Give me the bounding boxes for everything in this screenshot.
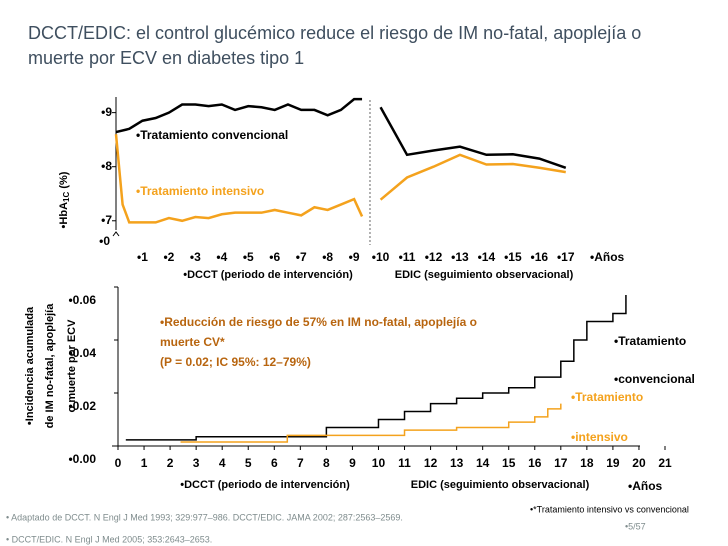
period-label: •DCCT (periodo de intervención) — [183, 269, 353, 281]
x-tick-label: •8 — [322, 250, 333, 264]
series-line — [115, 97, 567, 169]
footnote: • DCCT/EDIC. N Engl J Med 2005; 353:2643… — [6, 534, 212, 544]
x-tick-label: •11 — [399, 250, 416, 264]
x-tick-label: •3 — [190, 250, 201, 264]
y-tick-label: •8 — [101, 159, 112, 173]
x-tick-label: 2 — [167, 456, 174, 470]
annotation: •Reducción de riesgo de 57% en IM no-fat… — [160, 315, 477, 329]
y-label-sub: 1C — [62, 192, 71, 202]
x-tick-label: 7 — [297, 456, 304, 470]
x-tick-label: 18 — [580, 456, 594, 470]
x-tick-label: •15 — [504, 250, 522, 264]
x-tick-label: 8 — [323, 456, 330, 470]
x-tick-label: 0 — [115, 456, 122, 470]
x-tick-label: 5 — [245, 456, 252, 470]
series-line — [125, 294, 627, 441]
y-axis-label: de IM no-fatal, apoplejía — [44, 303, 56, 429]
x-tick-label: 1 — [141, 456, 148, 470]
x-tick-label: 11 — [398, 456, 411, 470]
annotation: (P = 0.02; IC 95%: 12–79%) — [160, 355, 311, 369]
series-label: •Tratamiento — [571, 390, 643, 404]
series-line — [114, 134, 566, 224]
footnote: • Adaptado de DCCT. N Engl J Med 1993; 3… — [6, 512, 403, 522]
axis-break-label: •0 — [99, 234, 110, 248]
x-tick-label: 21 — [658, 456, 672, 470]
series-label: •Tratamiento intensivo — [136, 184, 264, 198]
y-axis-label: •HbA1C (%) — [58, 171, 71, 228]
x-tick-label: 14 — [476, 456, 490, 470]
x-tick-label: •17 — [557, 250, 575, 264]
x-tick-label: 13 — [450, 456, 464, 470]
y-label-unit: (%) — [58, 171, 70, 192]
x-tick-label: •13 — [451, 250, 469, 264]
x-tick-label: 19 — [606, 456, 620, 470]
x-unit: •Años — [590, 250, 625, 264]
y-tick-label: •0.04 — [68, 346, 96, 360]
x-tick-label: 10 — [372, 456, 386, 470]
period-label: EDIC (seguimiento observacional) — [395, 269, 574, 281]
x-tick-label: 3 — [193, 456, 200, 470]
axis-break — [112, 231, 120, 237]
series-label: •intensivo — [571, 430, 628, 444]
x-tick-label: •6 — [269, 250, 280, 264]
x-tick-label: •1 — [137, 250, 148, 264]
x-unit: •Años — [628, 479, 663, 493]
period-label: EDIC (seguimiento observacional) — [411, 479, 590, 491]
x-tick-label: 4 — [219, 456, 226, 470]
x-tick-label: •14 — [478, 250, 496, 264]
x-tick-label: 17 — [554, 456, 568, 470]
y-tick-label: •0.06 — [68, 293, 96, 307]
x-tick-label: •9 — [349, 250, 360, 264]
x-tick-label: •16 — [531, 250, 549, 264]
y-tick-label: •9 — [101, 105, 112, 119]
x-tick-label: 12 — [424, 456, 438, 470]
x-tick-label: 9 — [349, 456, 356, 470]
y-tick-label: •0.02 — [68, 399, 96, 413]
series-label: •Tratamiento — [614, 334, 686, 348]
x-tick-label: •4 — [216, 250, 227, 264]
x-tick-label: 15 — [502, 456, 516, 470]
y-tick-label: •7 — [101, 213, 112, 227]
series-line — [180, 403, 562, 443]
side-note: •*Tratamiento intensivo vs convencional — [530, 504, 689, 514]
y-label-main: •HbA — [58, 202, 70, 229]
y-tick-label: •0.00 — [68, 452, 96, 466]
x-tick-label: 20 — [632, 456, 646, 470]
x-tick-label: •5 — [243, 250, 254, 264]
x-tick-label: •12 — [425, 250, 443, 264]
title-line: muerte por ECV en diabetes tipo 1 — [28, 48, 304, 68]
annotation: muerte CV* — [160, 335, 225, 349]
title-line: DCCT/EDIC: el control glucémico reduce e… — [28, 23, 641, 43]
x-tick-label: 16 — [528, 456, 542, 470]
series-label: •convencional — [614, 372, 695, 386]
x-tick-label: 6 — [271, 456, 278, 470]
y-axis-label: •Incidencia acumulada — [24, 306, 36, 425]
period-label: •DCCT (periodo de intervención) — [180, 479, 350, 491]
x-tick-label: •10 — [372, 250, 390, 264]
x-tick-label: •2 — [163, 250, 174, 264]
y-axis-label: o muerte por ECV — [66, 319, 78, 413]
page-number: •5/57 — [625, 521, 646, 531]
series-label: •Tratamiento convencional — [136, 128, 288, 142]
x-tick-label: •7 — [296, 250, 307, 264]
